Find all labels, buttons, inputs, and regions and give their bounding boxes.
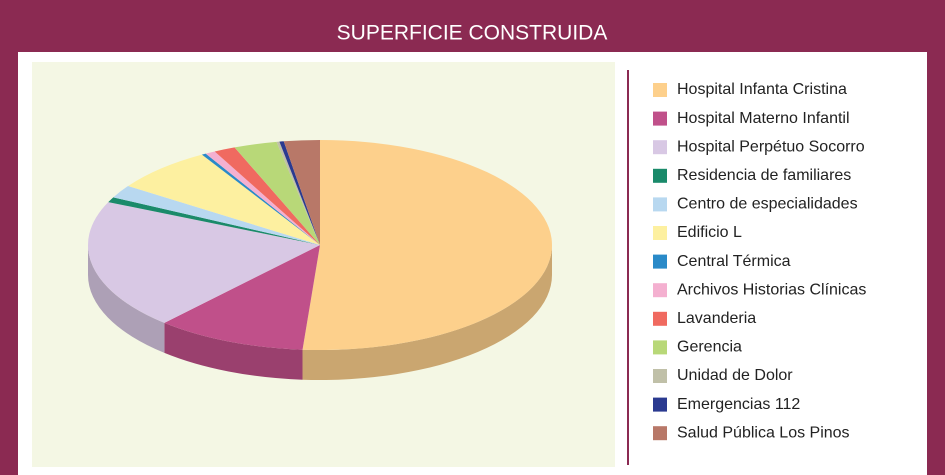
legend-swatch <box>653 397 667 412</box>
legend-label: Emergencias 112 <box>677 396 800 413</box>
slice <box>302 140 552 350</box>
legend-swatch <box>653 197 667 212</box>
slice <box>279 141 320 245</box>
legend-swatch <box>653 111 667 126</box>
slice <box>214 147 320 245</box>
slice <box>276 141 320 245</box>
legend-label: Residencia de familiares <box>677 167 851 184</box>
slice <box>87 202 320 323</box>
slice <box>128 154 320 245</box>
slice-side <box>88 245 165 353</box>
legend-label: Archivos Historias Clínicas <box>677 281 866 298</box>
slice <box>234 141 320 245</box>
legend-swatch <box>653 311 667 326</box>
legend-label: Central Térmica <box>677 253 791 270</box>
legend-label: Salud Pública Los Pinos <box>677 424 850 441</box>
legend-label: Hospital Materno Infantil <box>677 110 850 127</box>
slice <box>108 197 320 245</box>
slice <box>113 185 320 245</box>
legend-swatch <box>653 340 667 355</box>
chart-title: SUPERFICIE CONSTRUIDA <box>337 22 608 45</box>
legend-label: Hospital Infanta Cristina <box>677 81 847 98</box>
legend-swatch <box>653 168 667 183</box>
legend-swatch <box>653 254 667 269</box>
legend-label: Centro de especialidades <box>677 196 858 213</box>
legend-label: Unidad de Dolor <box>677 367 793 384</box>
slice-side <box>164 322 303 380</box>
legend-swatch <box>653 426 667 441</box>
slice <box>201 153 320 245</box>
legend-label: Edificio L <box>677 224 742 241</box>
legend-swatch <box>653 369 667 383</box>
legend-swatch <box>653 226 667 240</box>
legend-label: Lavanderia <box>677 310 756 327</box>
slice-side <box>302 245 552 380</box>
legend-swatch <box>653 140 667 155</box>
slice <box>283 140 320 245</box>
legend-swatch <box>653 283 667 298</box>
slice <box>164 245 320 350</box>
legend-label: Hospital Perpétuo Socorro <box>677 138 865 155</box>
legend-label: Gerencia <box>677 339 742 356</box>
slice <box>205 151 320 245</box>
legend-swatch <box>653 83 667 97</box>
